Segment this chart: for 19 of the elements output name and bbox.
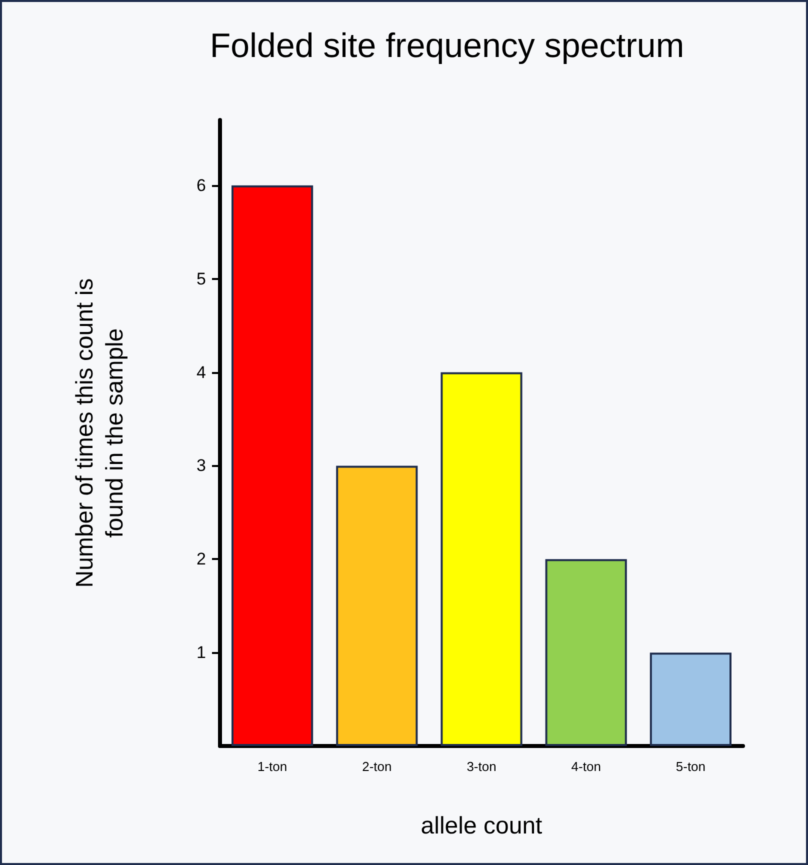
x-tick-label: 3-ton [466,759,496,774]
x-tick-label: 2-ton [362,759,392,774]
y-tick-label: 5 [196,269,206,288]
y-axis-title: Number of times this count is found in the sample [72,278,128,588]
x-tick-label: 1-ton [257,759,288,774]
bar [440,372,522,746]
y-tick-label: 4 [196,362,206,382]
x-axis-title: allele count [420,812,543,840]
bar [650,652,732,746]
x-tick-label: 4-ton [571,759,601,774]
bar [545,559,627,746]
y-tick-label: 3 [196,456,206,476]
bar [336,466,418,746]
chart-title: Folded site frequency spectrum [210,27,684,65]
y-tick-label: 6 [196,176,206,195]
y-tick-label: 1 [196,643,206,662]
x-tick-label: 5-ton [676,759,706,774]
bar [232,185,314,746]
y-tick-label: 2 [196,550,206,569]
